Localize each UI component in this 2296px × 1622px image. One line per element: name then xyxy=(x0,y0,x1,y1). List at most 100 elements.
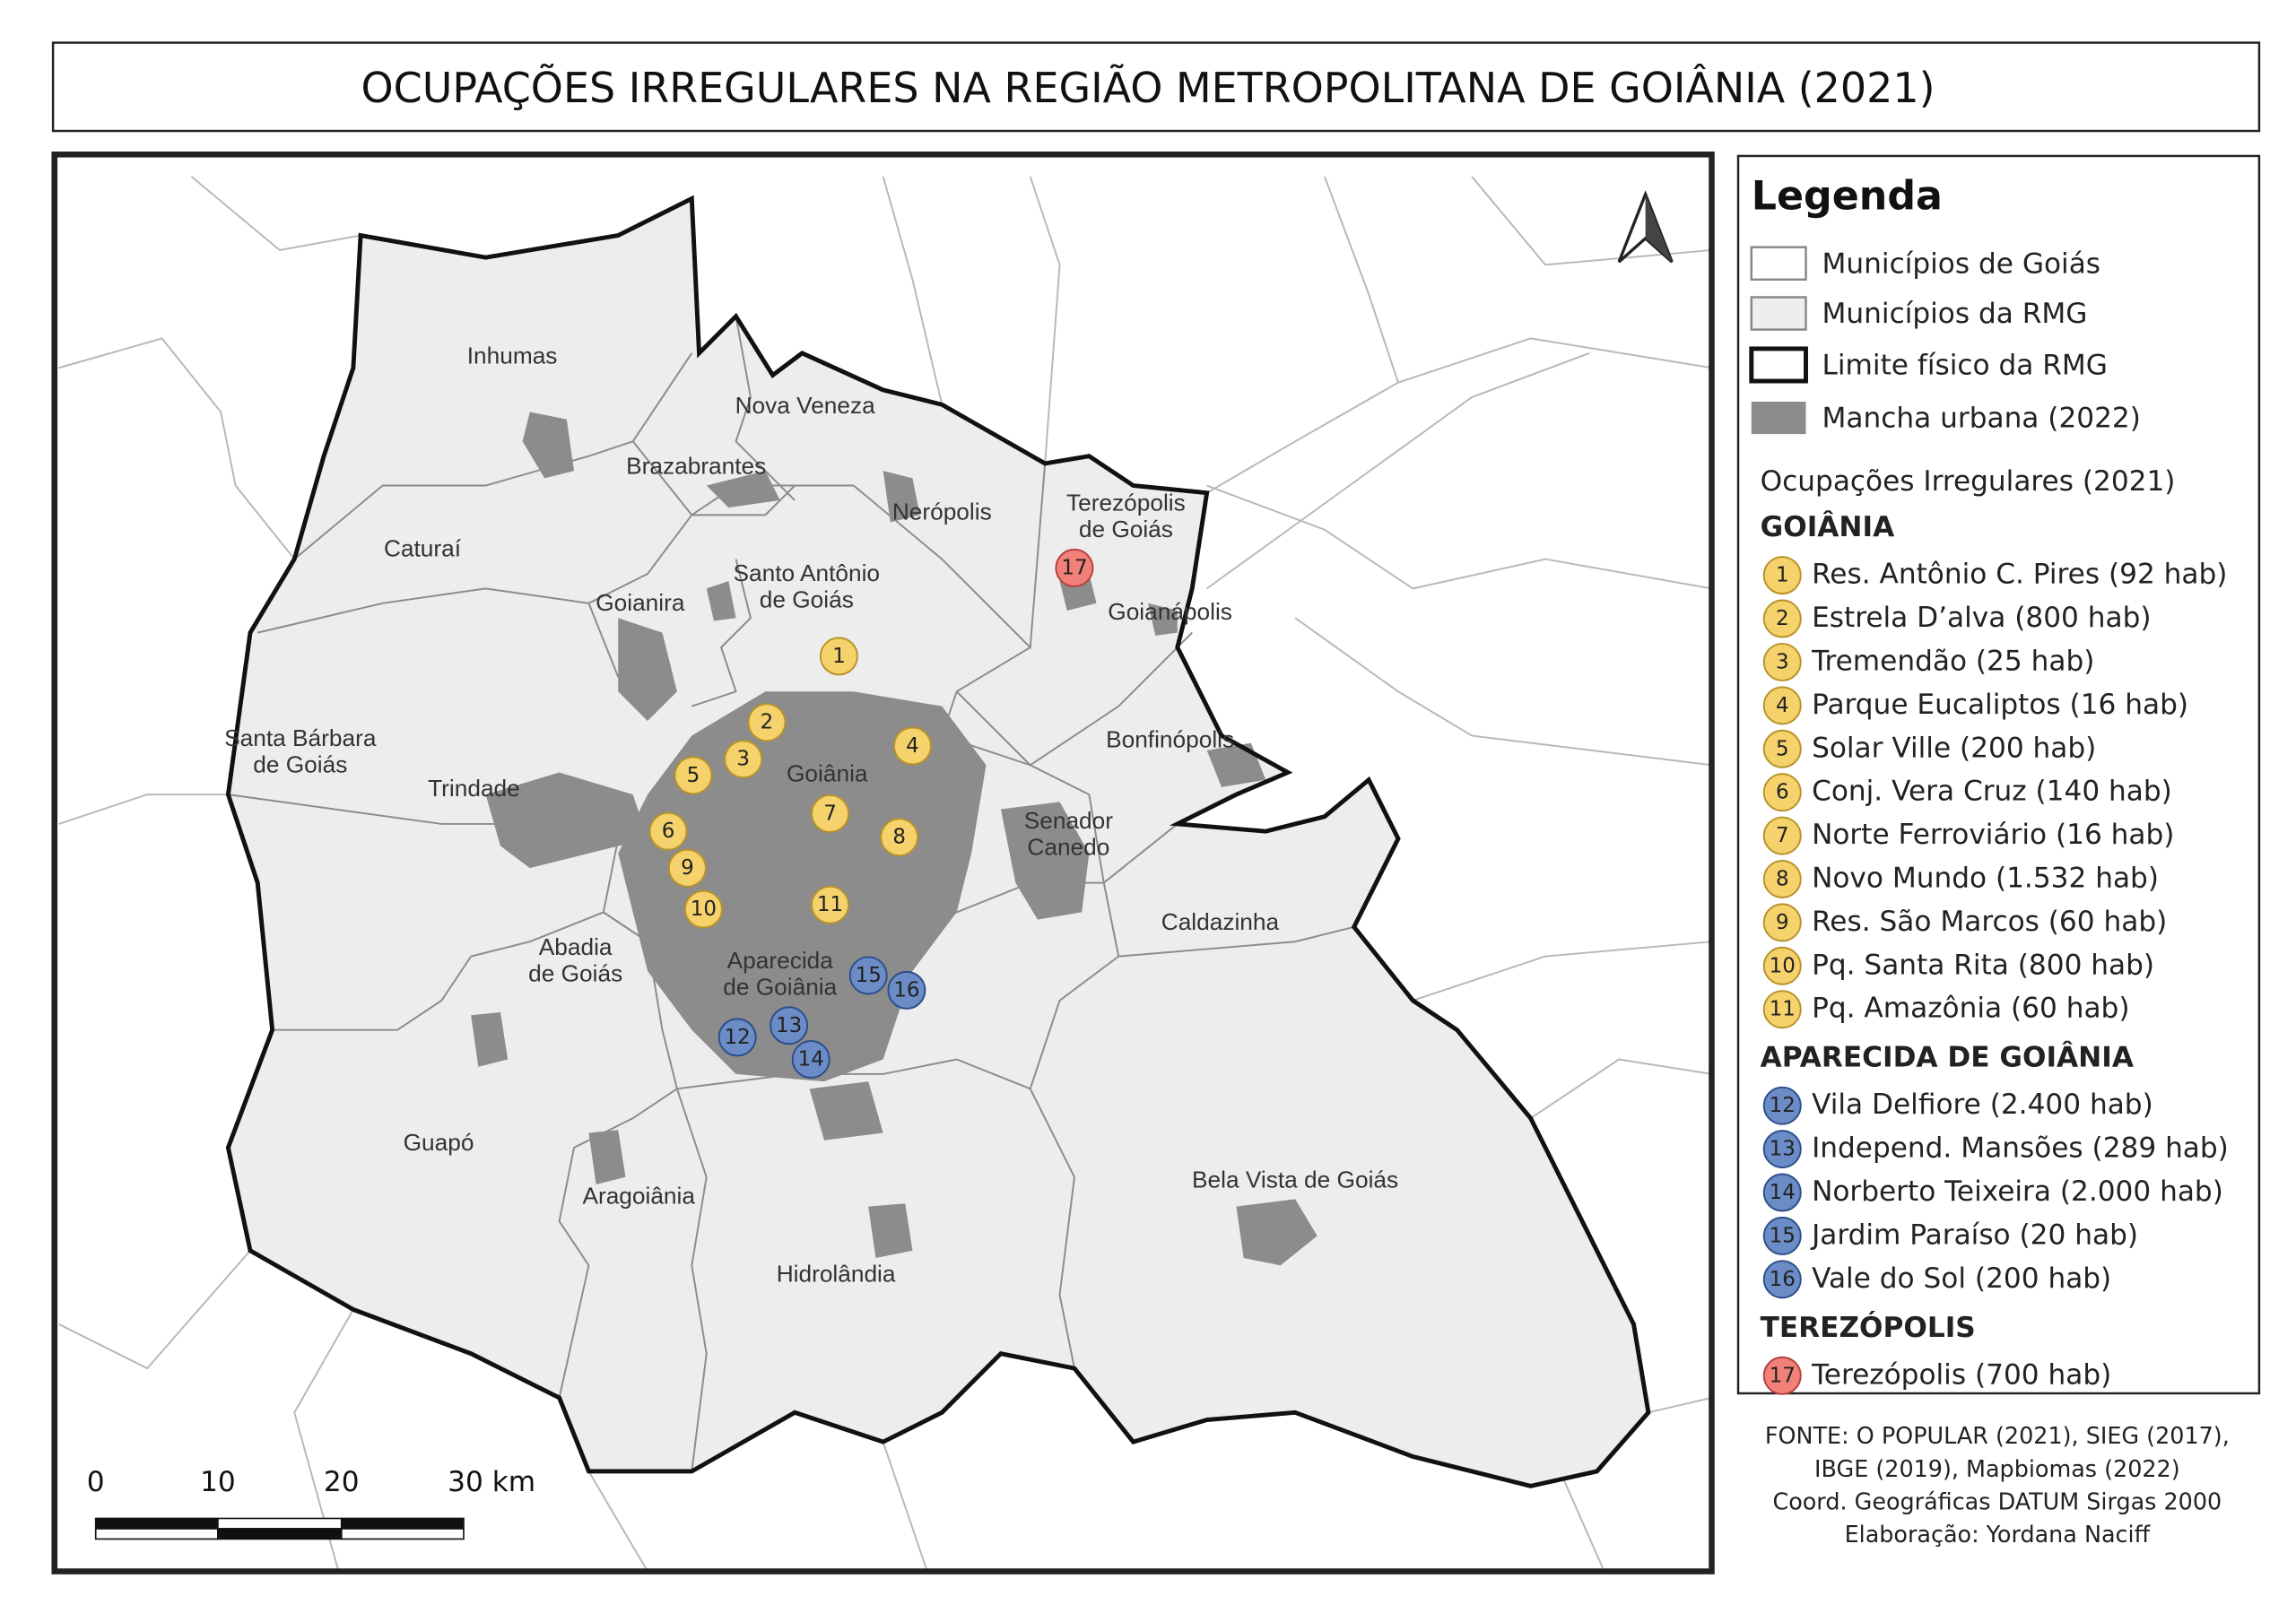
map-frame xyxy=(51,152,1715,1574)
outside-boundary xyxy=(1029,176,1061,464)
legend-occupation: Norte Ferroviário (16 hab) xyxy=(1812,819,2174,851)
outside-boundary xyxy=(58,794,229,825)
occupation-marker xyxy=(819,637,858,676)
legend-marker xyxy=(1762,599,1802,638)
municipal-boundary xyxy=(691,559,752,707)
municipality-label: Santa Bárbara xyxy=(224,724,377,751)
municipal-boundary xyxy=(853,463,1047,650)
municipality-label: Goiânia xyxy=(787,759,868,786)
legend-marker-number: 10 xyxy=(1770,954,1796,977)
occupation-marker xyxy=(718,1018,757,1057)
legend-marker xyxy=(1762,729,1802,768)
urban-area xyxy=(471,1011,509,1067)
legend-occupation: Jardim Paraíso (20 hab) xyxy=(1810,1219,2138,1251)
urban-area xyxy=(588,1130,626,1184)
legend-marker xyxy=(1762,556,1802,595)
legend-title: Legenda xyxy=(1752,174,1943,220)
legend-marker xyxy=(1762,1216,1802,1255)
outside-boundary xyxy=(1648,1396,1712,1414)
municipality-label: Santo Antônio xyxy=(734,559,880,586)
municipality-label: Goianira xyxy=(596,589,685,616)
occupation-number: 16 xyxy=(893,978,919,1002)
municipal-boundary xyxy=(272,956,472,1031)
occupation-number: 15 xyxy=(856,964,882,987)
legend-swatch xyxy=(1749,346,1808,384)
legend-marker xyxy=(1762,642,1802,681)
legend-marker xyxy=(1762,686,1802,725)
source-note: Coord. Geográficas DATUM Sirgas 2000 xyxy=(1772,1488,2222,1514)
urban-area xyxy=(868,1203,913,1259)
map-title: OCUPAÇÕES IRREGULARES NA REGIÃO METROPOL… xyxy=(361,64,1935,112)
legend-occupation: Estrela D’alva (800 hab) xyxy=(1812,602,2151,634)
scale-segment xyxy=(94,1528,219,1540)
municipality-label: Terezópolis xyxy=(1066,489,1186,516)
occupation-marker xyxy=(811,885,850,924)
occupation-number: 7 xyxy=(823,802,837,825)
occupation-marker xyxy=(848,956,888,995)
occupation-marker xyxy=(724,740,763,779)
legend-marker-number: 1 xyxy=(1776,564,1789,587)
municipality-label: Hidrolândia xyxy=(777,1260,896,1287)
legend-occupation: Pq. Santa Rita (800 hab) xyxy=(1812,949,2154,981)
urban-area xyxy=(706,581,736,621)
legend-marker-number: 15 xyxy=(1770,1224,1796,1247)
scale-segment xyxy=(340,1517,465,1530)
legend-marker-number: 4 xyxy=(1776,694,1789,717)
legend-marker xyxy=(1762,946,1802,985)
municipality-label: Abadia xyxy=(539,933,613,960)
municipality-label: Aragoiânia xyxy=(582,1182,695,1209)
source-note: FONTE: O POPULAR (2021), SIEG (2017), xyxy=(1765,1422,2230,1449)
municipality-label: Trindade xyxy=(428,775,520,802)
legend-marker xyxy=(1762,990,1802,1029)
municipality-label: de Goiás xyxy=(1079,516,1173,542)
occupation-number: 14 xyxy=(798,1047,824,1071)
municipality-label: Nerópolis xyxy=(892,498,992,525)
occupation-number: 6 xyxy=(662,820,675,843)
legend-marker-number: 12 xyxy=(1770,1094,1796,1117)
occupation-number: 5 xyxy=(687,764,700,787)
legend-occupation: Vale do Sol (200 hab) xyxy=(1812,1262,2111,1295)
legend-swatch xyxy=(1750,246,1807,282)
legend-subtitle: Ocupações Irregulares (2021) xyxy=(1761,465,2176,498)
occupation-marker xyxy=(674,756,713,795)
occupation-number: 1 xyxy=(832,645,846,668)
legend-marker-number: 5 xyxy=(1776,737,1789,760)
outside-boundary xyxy=(882,176,944,405)
municipal-boundary xyxy=(257,484,854,634)
urban-area xyxy=(522,412,575,479)
municipal-boundary xyxy=(1118,925,1354,958)
legend-swatch xyxy=(1751,401,1806,435)
outside-boundary xyxy=(1471,176,1712,266)
outside-boundary xyxy=(587,1470,648,1573)
municipal-boundary xyxy=(1029,955,1119,1089)
legend-occupation: Solar Ville (200 hab) xyxy=(1812,732,2096,764)
municipality-label: de Goiás xyxy=(760,586,854,613)
occupation-marker xyxy=(811,794,850,833)
municipality-label: Brazabrantes xyxy=(626,452,766,479)
legend-marker xyxy=(1762,816,1802,855)
scale-label: 30 km xyxy=(448,1466,535,1498)
occupation-marker xyxy=(648,811,688,851)
legend-marker xyxy=(1762,859,1802,898)
legend-marker-number: 17 xyxy=(1770,1364,1796,1387)
scale-label: 20 xyxy=(324,1466,360,1498)
municipal-boundary xyxy=(675,1089,708,1472)
legend-occupation: Conj. Vera Cruz (140 hab) xyxy=(1812,776,2172,808)
urban-area xyxy=(1236,1199,1318,1266)
map-area: Inhumas Nova Veneza Brazabrantes Nerópolis T… xyxy=(51,152,1715,1574)
municipality-label: de Goiânia xyxy=(723,973,837,1000)
municipality-label: de Goiás xyxy=(253,751,347,778)
legend-occupation: Tremendão (25 hab) xyxy=(1811,645,2094,677)
legend-marker xyxy=(1762,773,1802,812)
legend-marker-number: 3 xyxy=(1776,650,1789,673)
legend-occupation: Norberto Teixeira (2.000 hab) xyxy=(1812,1175,2223,1208)
legend-item: Municípios de Goiás xyxy=(1822,247,2100,280)
legend-occupation: Parque Eucaliptos (16 hab) xyxy=(1812,689,2188,721)
outside-boundary xyxy=(58,337,296,560)
municipal-boundary xyxy=(293,352,693,560)
occupation-number: 13 xyxy=(776,1014,802,1037)
legend-marker-number: 6 xyxy=(1776,781,1789,804)
municipal-boundary xyxy=(941,631,1193,767)
north-arrow-half xyxy=(1645,194,1673,263)
legend-occupation: Terezópolis (700 hab) xyxy=(1811,1358,2111,1391)
